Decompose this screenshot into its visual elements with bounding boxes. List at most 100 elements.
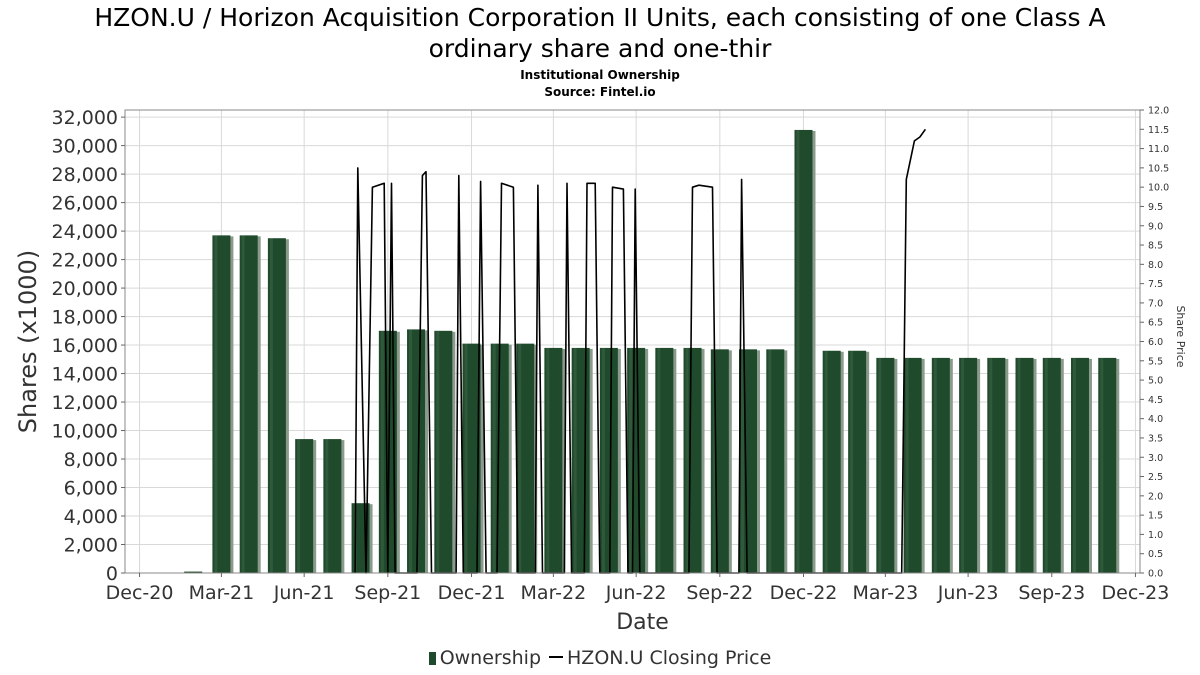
y-tick-label: 26,000 — [52, 193, 118, 215]
ownership-bar — [903, 357, 922, 573]
y2-tick-label: 4.5 — [1148, 395, 1163, 406]
bar-highlight — [297, 439, 301, 573]
y2-tick-label: 12.0 — [1148, 106, 1169, 117]
x-tick-label: Mar-21 — [189, 582, 255, 604]
y2-tick-label: 1.5 — [1148, 511, 1163, 522]
legend-ownership-label: Ownership — [439, 647, 542, 669]
ownership-bar — [184, 571, 203, 573]
ownership-bar — [987, 357, 1006, 573]
ownership-bar — [544, 347, 563, 573]
x-tick-label: Sep-21 — [354, 582, 421, 604]
bar-highlight — [933, 357, 937, 573]
y2-tick-label: 7.5 — [1148, 279, 1163, 290]
ownership-bar — [462, 343, 481, 573]
bar-highlight — [601, 347, 605, 573]
bar-highlight — [961, 357, 965, 573]
y-axis-title: Shares (x1000) — [14, 250, 42, 433]
y2-tick-label: 8.5 — [1148, 241, 1163, 252]
y2-tick-label: 11.5 — [1148, 125, 1169, 136]
legend-ownership-swatch — [428, 652, 436, 665]
y2-tick-label: 6.0 — [1148, 337, 1163, 348]
y2-tick-label: 0.0 — [1148, 569, 1163, 580]
y-tick-label: 6,000 — [64, 478, 118, 500]
y-tick-label: 2,000 — [64, 535, 118, 557]
chart-subtitle: Institutional Ownership — [520, 68, 680, 82]
y-tick-label: 12,000 — [52, 392, 118, 414]
ownership-bar — [739, 349, 758, 573]
x-tick-label: Dec-22 — [770, 582, 838, 604]
legend-price-swatch — [549, 656, 564, 658]
x-tick-label: Mar-22 — [521, 582, 587, 604]
x-tick-label: Dec-21 — [438, 582, 506, 604]
y-tick-label: 16,000 — [52, 335, 118, 357]
ownership-bar — [848, 350, 867, 573]
x-tick-label: Dec-20 — [106, 582, 174, 604]
bar-highlight — [712, 349, 716, 573]
y-tick-label: 8,000 — [64, 449, 118, 471]
y-tick-label: 20,000 — [52, 278, 118, 300]
chart-title-line-2: ordinary share and one-thir — [428, 34, 772, 63]
bar-highlight — [409, 329, 413, 573]
ownership-bar — [627, 347, 646, 573]
ownership-bar — [655, 347, 674, 573]
y-tick-label: 30,000 — [52, 136, 118, 158]
bar-highlight — [1072, 357, 1076, 573]
ownership-bar — [434, 330, 453, 573]
x-tick-label: Jun-22 — [605, 582, 667, 604]
bar-highlight — [629, 347, 633, 573]
bar-highlight — [380, 330, 384, 573]
bar-highlight — [269, 238, 273, 573]
bar-highlight — [741, 349, 745, 573]
y2-tick-label: 0.5 — [1148, 549, 1163, 560]
y-tick-label: 0 — [106, 563, 118, 585]
ownership-bar — [1070, 357, 1089, 573]
ownership-bar — [490, 343, 509, 573]
bar-highlight — [546, 347, 550, 573]
x-tick-label: Jun-23 — [937, 582, 999, 604]
ownership-bar — [239, 235, 258, 573]
y2-tick-label: 9.5 — [1148, 202, 1163, 213]
price-line — [354, 128, 927, 574]
chart-title-line-1: HZON.U / Horizon Acquisition Corporation… — [94, 3, 1106, 32]
legend-price-label: HZON.U Closing Price — [567, 647, 772, 669]
y-tick-label: 18,000 — [52, 307, 118, 329]
bar-highlight — [186, 571, 190, 573]
y2-tick-label: 11.0 — [1148, 144, 1169, 155]
ownership-bar — [378, 330, 397, 573]
y-tick-label: 14,000 — [52, 364, 118, 386]
ownership-bar — [407, 329, 426, 573]
chart-legend: Ownership HZON.U Closing Price — [0, 647, 1200, 669]
x-tick-label: Sep-22 — [686, 582, 753, 604]
x-tick-label: Sep-23 — [1018, 582, 1085, 604]
bar-highlight — [492, 343, 496, 573]
ownership-bar — [1015, 357, 1034, 573]
bar-highlight — [685, 347, 689, 573]
y-tick-label: 22,000 — [52, 250, 118, 272]
y2-tick-label: 1.0 — [1148, 530, 1163, 541]
ownership-bar — [1098, 357, 1117, 573]
bar-highlight — [436, 330, 440, 573]
y2-axis-title: Share Price — [1174, 305, 1187, 367]
x-tick-label: Jun-21 — [273, 582, 335, 604]
y-tick-label: 28,000 — [52, 164, 118, 186]
bar-highlight — [241, 235, 245, 573]
bar-highlight — [214, 235, 218, 573]
ownership-bar — [295, 439, 314, 573]
y2-tick-label: 7.0 — [1148, 298, 1163, 309]
bar-highlight — [878, 357, 882, 573]
chart-title: HZON.U / Horizon Acquisition Corporation… — [0, 2, 1200, 64]
y2-tick-label: 5.5 — [1148, 356, 1163, 367]
bar-highlight — [464, 343, 468, 573]
bar-highlight — [796, 129, 800, 573]
ownership-bar — [212, 235, 231, 573]
bar-highlight — [989, 357, 993, 573]
bar-highlight — [905, 357, 909, 573]
bar-highlight — [824, 350, 828, 573]
y2-tick-label: 6.5 — [1148, 318, 1163, 329]
ownership-bar — [267, 238, 286, 573]
bar-highlight — [1044, 357, 1048, 573]
x-tick-label: Mar-23 — [853, 582, 919, 604]
ownership-bar — [766, 349, 785, 573]
y-tick-label: 32,000 — [52, 107, 118, 129]
ownership-bar — [599, 347, 618, 573]
